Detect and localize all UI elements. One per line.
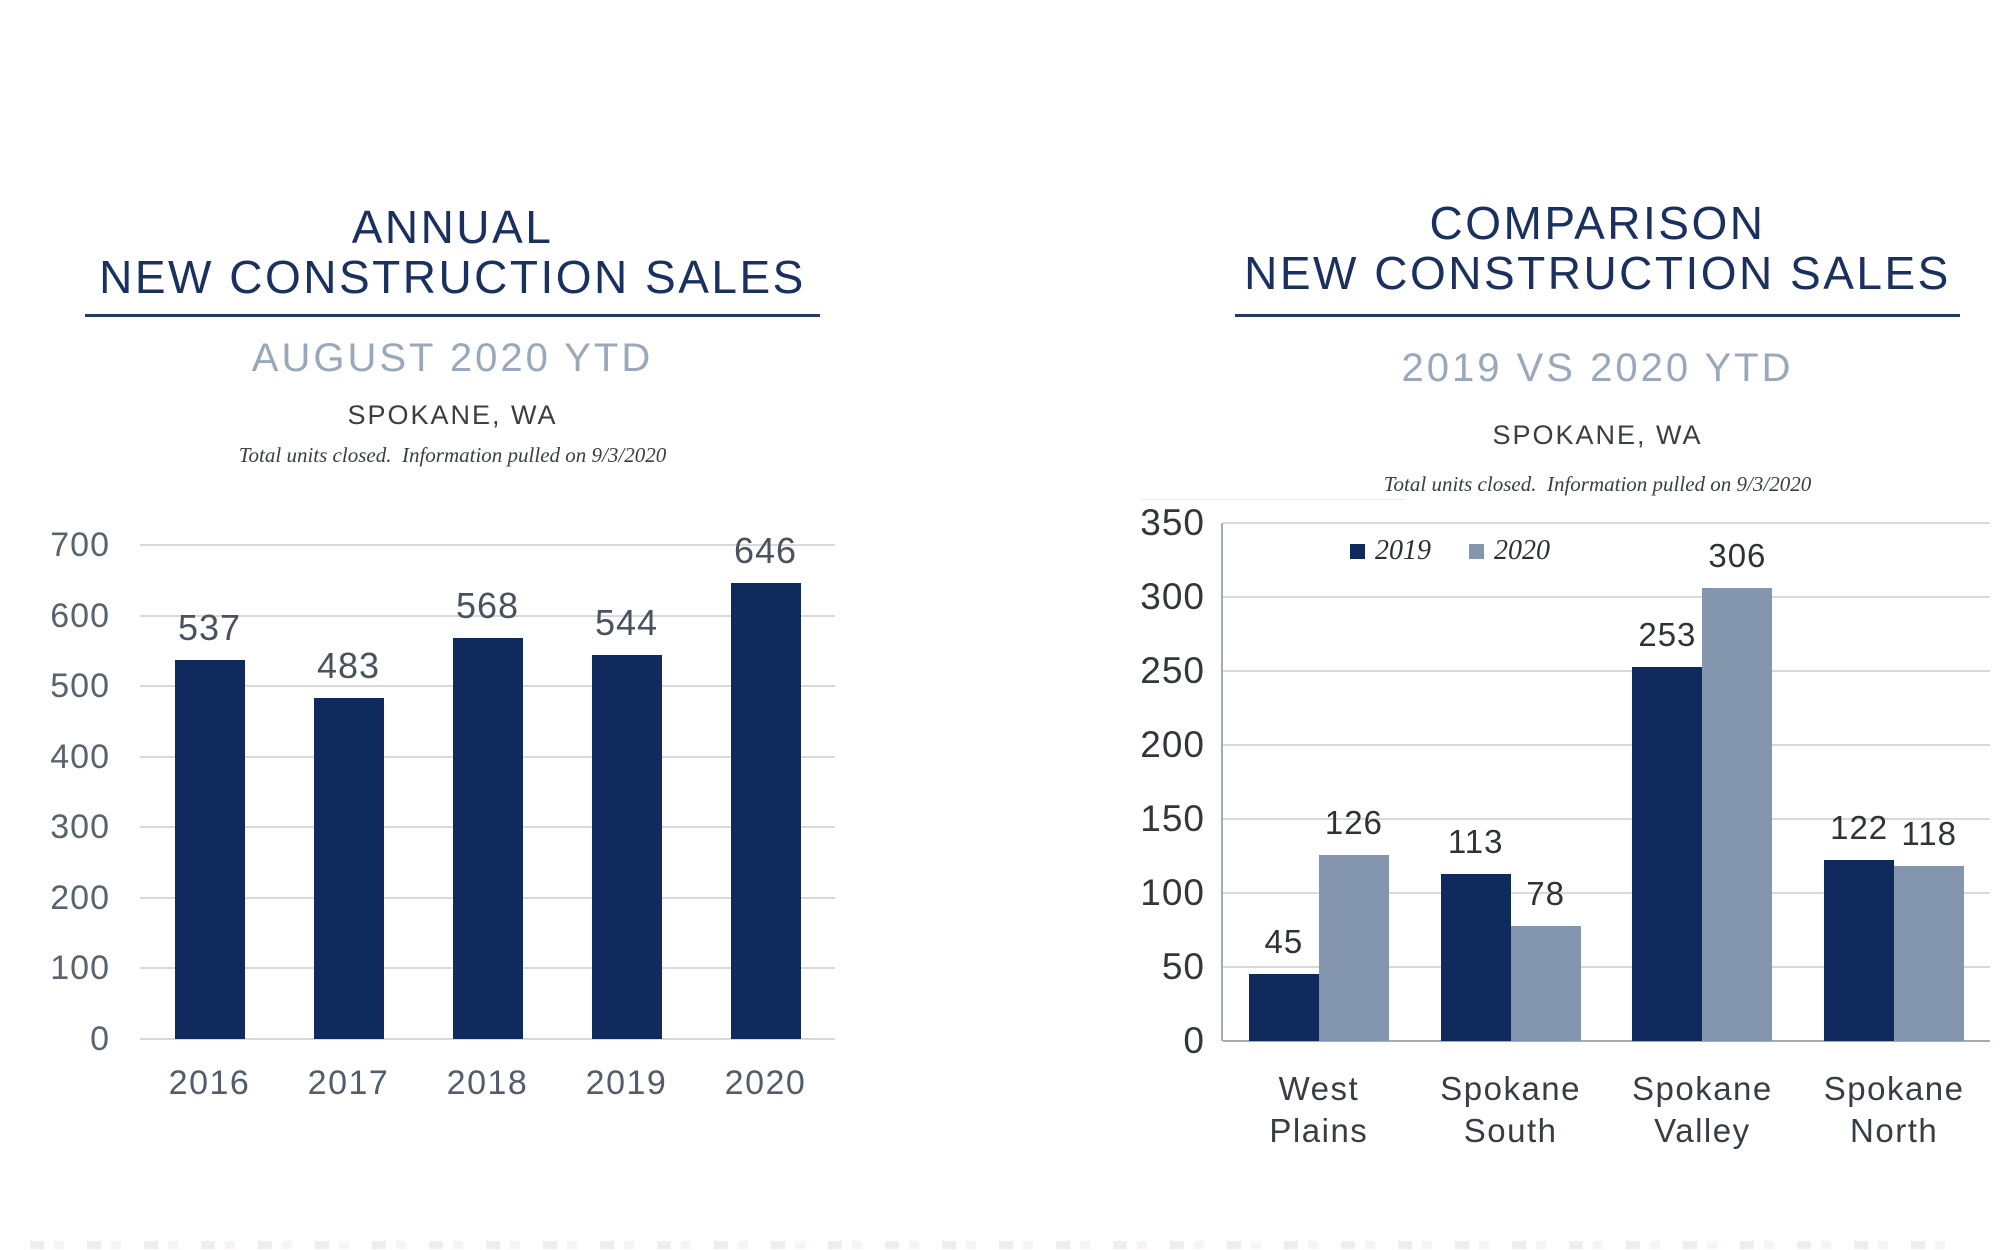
right-chart-title-line2: NEW CONSTRUCTION SALES bbox=[1244, 247, 1951, 299]
x-tick-label: 2018 bbox=[446, 1064, 529, 1102]
y-tick-label: 700 bbox=[50, 526, 110, 564]
legend-item-2019: 2019 bbox=[1350, 535, 1431, 567]
left-chart-location: SPOKANE, WA bbox=[347, 400, 558, 430]
gridline bbox=[140, 614, 835, 617]
x-axis-line bbox=[140, 1038, 835, 1040]
x-tick-label: 2020 bbox=[724, 1064, 807, 1102]
gridline bbox=[1223, 670, 1990, 672]
bar-2017 bbox=[313, 698, 384, 1039]
left-chart-title-line2: NEW CONSTRUCTION SALES bbox=[99, 251, 806, 303]
faint-artifact-line bbox=[1140, 499, 1405, 500]
y-tick-label: 0 bbox=[1183, 1020, 1205, 1061]
bar-2020-spokane-valley bbox=[1702, 588, 1773, 1041]
gridline bbox=[140, 544, 835, 546]
bar-2019-west plains bbox=[1248, 974, 1319, 1041]
value-label: 537 bbox=[177, 607, 242, 649]
value-label: 253 bbox=[1638, 615, 1697, 653]
legend-swatch-2020-icon bbox=[1469, 543, 1484, 559]
right-chart-legend: 2019 2020 bbox=[1300, 534, 1600, 568]
y-tick-label: 50 bbox=[1161, 946, 1205, 987]
value-label: 78 bbox=[1526, 874, 1565, 912]
y-tick-label: 400 bbox=[50, 737, 110, 776]
bar-2020-spokane-south bbox=[1510, 925, 1581, 1041]
x-tick-label: West Plains bbox=[1269, 1070, 1369, 1149]
y-tick-label: 300 bbox=[1140, 576, 1205, 617]
y-tick-label: 300 bbox=[50, 808, 110, 847]
bar-2019-spokane-valley bbox=[1632, 666, 1703, 1041]
right-chart-title: COMPARISON NEW CONSTRUCTION SALES bbox=[1235, 198, 1960, 317]
value-label: 126 bbox=[1324, 803, 1383, 841]
legend-label-2019: 2019 bbox=[1375, 535, 1431, 566]
x-axis-line bbox=[1223, 1040, 1990, 1042]
right-chart-location: SPOKANE, WA bbox=[1492, 420, 1703, 450]
gridline bbox=[1223, 596, 1990, 598]
value-label: 568 bbox=[455, 585, 520, 627]
y-tick-label: 600 bbox=[50, 596, 110, 635]
legend-swatch-2019-icon bbox=[1350, 543, 1365, 559]
gridline bbox=[1223, 744, 1990, 746]
value-label: 544 bbox=[594, 602, 659, 644]
gridline bbox=[1223, 818, 1990, 820]
x-tick-label: Spokane North bbox=[1823, 1070, 1965, 1149]
x-tick-label: Spokane South bbox=[1440, 1070, 1582, 1149]
left-chart-title-line1: ANNUAL bbox=[351, 201, 554, 253]
value-label: 118 bbox=[1901, 815, 1957, 853]
right-chart-subtitle: 2019 VS 2020 YTD bbox=[1401, 346, 1794, 390]
left-chart-subtitle: AUGUST 2020 YTD bbox=[251, 336, 654, 380]
left-chart-note: Total units closed. Information pulled o… bbox=[238, 443, 667, 467]
value-label: 306 bbox=[1708, 537, 1767, 575]
gridline bbox=[1223, 522, 1990, 524]
y-tick-label: 0 bbox=[90, 1020, 110, 1058]
value-label: 483 bbox=[316, 645, 381, 687]
bar-2016 bbox=[174, 660, 245, 1039]
y-tick-label: 500 bbox=[50, 667, 110, 706]
bar-2019-spokane-south bbox=[1440, 873, 1511, 1041]
gridline bbox=[1223, 892, 1990, 894]
bar-2020 bbox=[730, 583, 801, 1039]
y-tick-label: 150 bbox=[1140, 798, 1205, 839]
y-tick-label: 350 bbox=[1140, 502, 1205, 543]
bar-2020-west plains bbox=[1318, 854, 1389, 1041]
bar-2018 bbox=[452, 638, 523, 1039]
gridline bbox=[1223, 966, 1990, 968]
bar-2019-spokane-north bbox=[1824, 860, 1895, 1041]
y-axis-line bbox=[1221, 523, 1223, 1041]
bar-2019 bbox=[591, 655, 662, 1039]
legend-label-2020: 2020 bbox=[1494, 535, 1550, 566]
value-label: 646 bbox=[733, 530, 798, 572]
right-chart-note: Total units closed. Information pulled o… bbox=[1383, 472, 1812, 496]
y-tick-label: 200 bbox=[50, 878, 110, 917]
y-tick-label: 100 bbox=[1140, 872, 1205, 913]
y-tick-label: 100 bbox=[50, 949, 110, 988]
x-tick-label: 2019 bbox=[585, 1064, 668, 1102]
legend-item-2020: 2020 bbox=[1469, 535, 1550, 567]
y-tick-label: 200 bbox=[1140, 724, 1205, 765]
value-label: 113 bbox=[1447, 822, 1504, 860]
value-label: 45 bbox=[1264, 923, 1304, 961]
value-label: 122 bbox=[1830, 809, 1889, 847]
x-tick-label: Spokane Valley bbox=[1631, 1070, 1773, 1149]
x-tick-label: 2016 bbox=[168, 1064, 251, 1102]
right-chart-title-line1: COMPARISON bbox=[1429, 197, 1766, 249]
bar-2020-spokane-north bbox=[1894, 866, 1965, 1041]
x-tick-label: 2017 bbox=[307, 1064, 390, 1102]
left-chart-title: ANNUAL NEW CONSTRUCTION SALES bbox=[85, 202, 820, 317]
cutoff-footer-strip bbox=[30, 1241, 1960, 1249]
y-tick-label: 250 bbox=[1140, 650, 1205, 691]
